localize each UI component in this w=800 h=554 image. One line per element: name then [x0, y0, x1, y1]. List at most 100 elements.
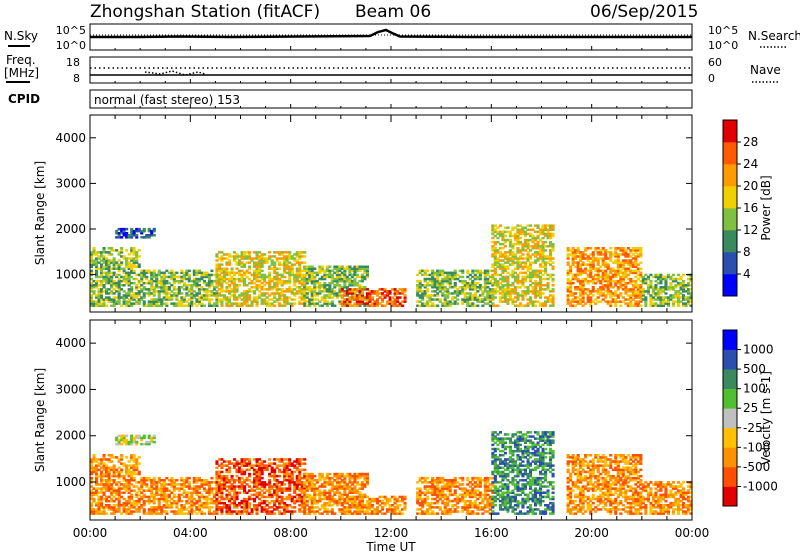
echo-cell — [122, 294, 126, 297]
echo-cell — [644, 304, 648, 307]
echo-cell — [127, 499, 131, 503]
echo-cell — [273, 263, 277, 266]
echo-cell — [551, 228, 555, 231]
echo-cell — [172, 493, 176, 497]
echo-cell — [293, 275, 297, 279]
echo-cell — [516, 261, 520, 264]
echo-cell — [488, 296, 492, 299]
echo-cell — [253, 472, 257, 476]
echo-cell — [265, 257, 269, 260]
echo-cell — [180, 292, 184, 295]
echo-cell — [102, 487, 106, 490]
echo-cell — [112, 273, 116, 277]
echo-cell — [152, 501, 156, 505]
echo-cell — [421, 292, 425, 295]
echo-cell — [624, 286, 628, 289]
echo-cell — [606, 302, 610, 305]
echo-cell — [112, 464, 116, 467]
echo-cell — [132, 271, 136, 275]
echo-cell — [503, 284, 507, 287]
echo-cell — [117, 227, 121, 231]
echo-cell — [130, 476, 134, 480]
echo-cell — [313, 286, 317, 289]
echo-cell — [112, 510, 116, 513]
echo-cell — [160, 489, 164, 492]
echo-cell — [187, 302, 191, 305]
echo-cell — [591, 300, 595, 303]
echo-cell — [250, 487, 254, 490]
echo-cell — [285, 300, 289, 303]
echo-cell — [539, 263, 543, 266]
echo-cell — [215, 506, 219, 509]
echo-cell — [190, 294, 194, 297]
echo-cell — [531, 247, 535, 250]
echo-cell — [551, 273, 555, 277]
echo-cell — [100, 506, 104, 509]
echo-cell — [122, 300, 126, 303]
echo-cell — [493, 261, 497, 264]
echo-cell — [466, 298, 470, 301]
echo-cell — [340, 277, 344, 281]
echo-cell — [601, 288, 605, 291]
echo-cell — [283, 512, 287, 515]
echo-cell — [687, 300, 691, 303]
echo-cell — [255, 275, 259, 279]
echo-cell — [488, 269, 492, 273]
echo-cell — [629, 279, 633, 283]
echo-cell — [137, 470, 141, 474]
echo-cell — [579, 259, 583, 262]
echo-cell — [664, 281, 668, 285]
echo-cell — [268, 251, 272, 254]
echo-cell — [493, 273, 497, 277]
echo-cell — [586, 257, 590, 260]
echo-cell — [591, 251, 595, 254]
echo-cell — [288, 255, 292, 258]
echo-cell — [551, 279, 555, 283]
echo-cell — [115, 489, 119, 492]
echo-cell — [117, 487, 121, 490]
echo-cell — [393, 294, 397, 297]
echo-cell — [212, 288, 216, 291]
echo-cell — [350, 281, 354, 285]
echo-cell — [521, 232, 525, 236]
echo-cell — [102, 464, 106, 467]
echo-cell — [120, 232, 124, 235]
echo-cell — [506, 284, 510, 287]
echo-cell — [253, 476, 257, 480]
echo-cell — [127, 442, 131, 446]
echo-cell — [606, 290, 610, 293]
echo-cell — [100, 271, 104, 275]
echo-cell — [270, 267, 274, 270]
echo-cell — [273, 485, 277, 488]
echo-cell — [360, 300, 364, 303]
echo-cell — [629, 288, 633, 291]
echo-cell — [551, 302, 555, 305]
echo-cell — [195, 298, 199, 301]
echo-cell — [674, 290, 678, 293]
echo-cell — [102, 512, 106, 515]
echo-cell — [616, 286, 620, 289]
echo-cell — [248, 501, 252, 505]
echo-cell — [661, 275, 665, 279]
echo-cell — [142, 510, 146, 513]
echo-cell — [599, 249, 603, 252]
echo-cell — [634, 257, 638, 260]
echo-cell — [546, 224, 550, 227]
echo-cell — [350, 296, 354, 299]
echo-cell — [518, 232, 522, 236]
echo-cell — [100, 259, 104, 262]
echo-cell — [684, 296, 688, 299]
echo-cell — [130, 296, 134, 299]
echo-cell — [471, 275, 475, 279]
echo-cell — [448, 281, 452, 285]
echo-cell — [270, 279, 274, 283]
echo-cell — [112, 296, 116, 299]
echo-cell — [95, 493, 99, 497]
echo-cell — [275, 497, 279, 501]
echo-cell — [333, 267, 337, 270]
echo-cell — [160, 495, 164, 499]
echo-cell — [483, 298, 487, 301]
echo-cell — [569, 249, 573, 252]
echo-cell — [386, 294, 390, 297]
echo-cell — [275, 281, 279, 285]
